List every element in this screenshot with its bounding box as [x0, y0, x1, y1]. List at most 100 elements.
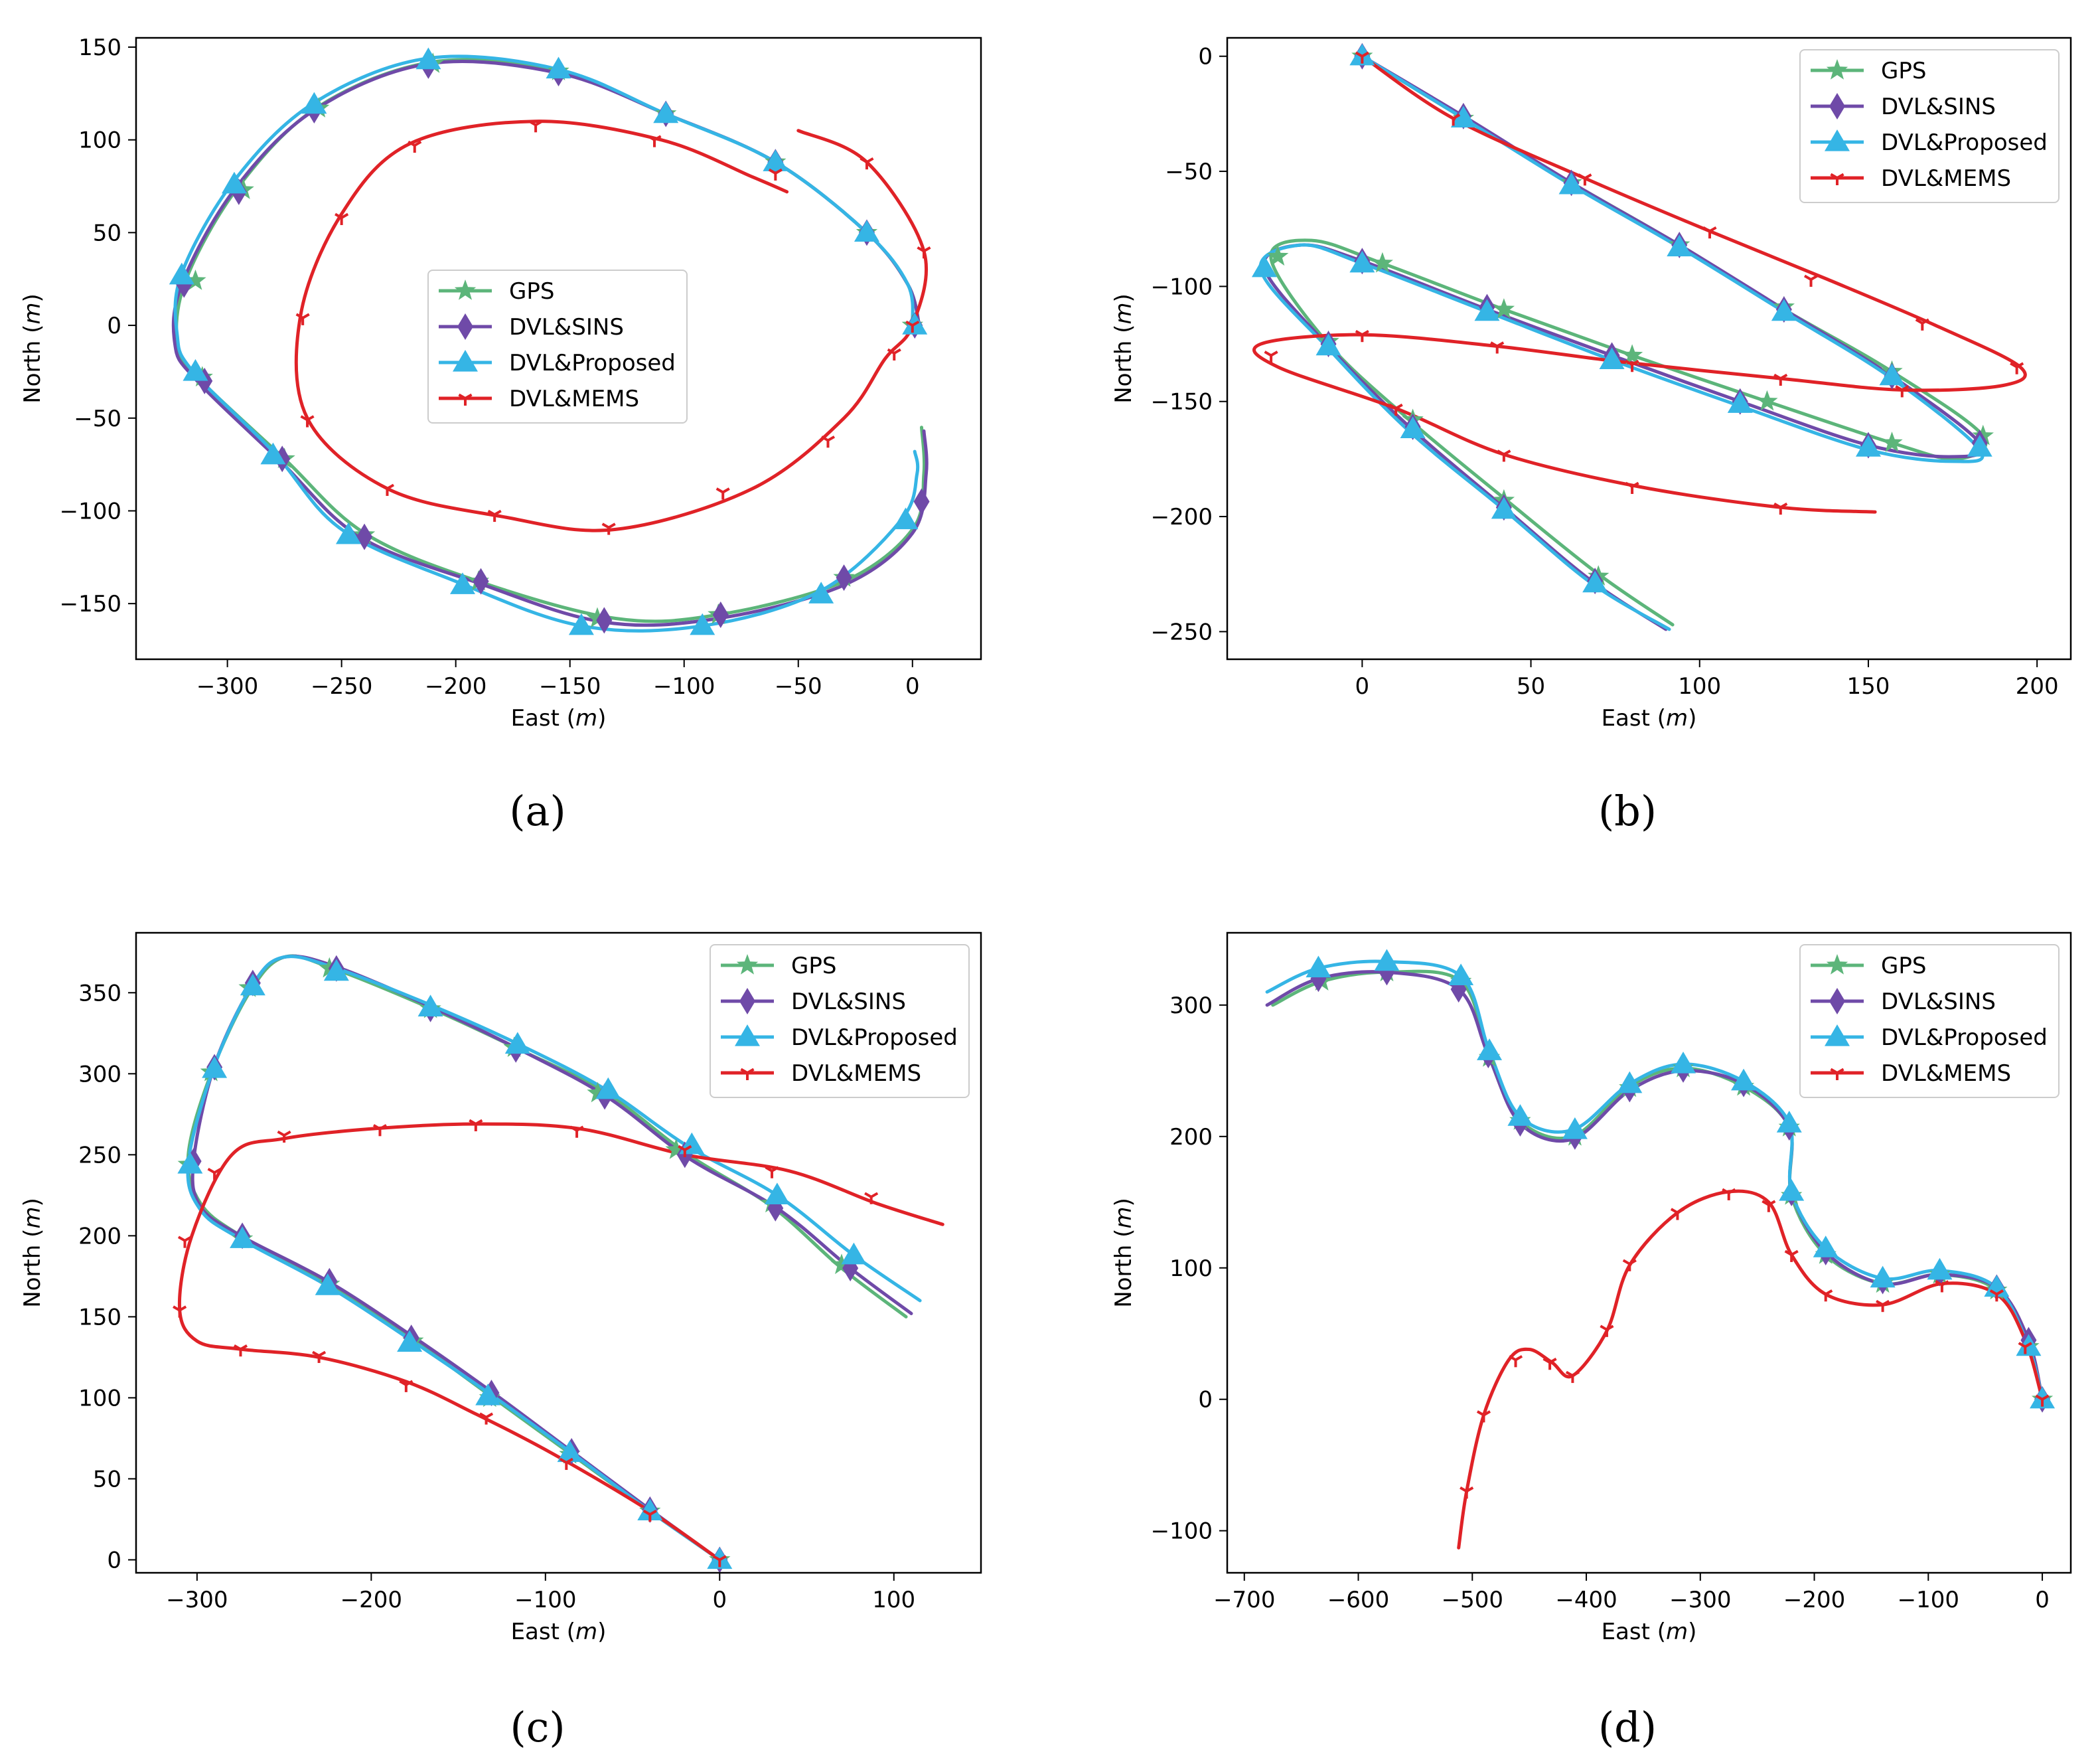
chart-panel-c: −300 −200 −100 0 100 0 50 100 150 200 250 300 350 Eas… [19, 931, 982, 1645]
data-point-marker [1267, 245, 1289, 266]
data-point-marker [169, 262, 194, 285]
legend-item: GPS [439, 278, 554, 305]
plot-area [169, 47, 931, 635]
data-point-marker [1876, 1299, 1890, 1313]
data-point-marker [295, 313, 310, 325]
data-point-marker [1731, 1068, 1757, 1091]
legend-marker [454, 280, 477, 300]
y-tick-label: −100 [1151, 1518, 1213, 1545]
y-axis-label: North (m) [1110, 293, 1137, 404]
data-point-marker [2030, 1386, 2056, 1409]
x-tick-label: 0 [1355, 673, 1370, 700]
x-tick-label: −100 [514, 1587, 576, 1613]
data-point-marker [836, 564, 852, 592]
legend-marker [1825, 129, 1850, 151]
x-tick-label: 200 [2016, 673, 2059, 700]
legend-label: GPS [1881, 58, 1926, 84]
data-point-marker [399, 1380, 413, 1392]
data-point-marker [1855, 435, 1881, 457]
data-point-marker [841, 1242, 867, 1265]
data-point-marker [586, 607, 609, 628]
data-point-marker [397, 1330, 423, 1352]
y-tick-label: −50 [1165, 159, 1213, 185]
data-point-marker [2018, 1342, 2032, 1354]
data-point-marker [1264, 351, 1278, 363]
data-point-marker [1784, 1249, 1799, 1262]
y-axis-label: North (m) [1110, 1198, 1137, 1308]
panel-label-d: (d) [1598, 1703, 1657, 1751]
data-point-marker [1600, 1324, 1614, 1337]
data-point-marker [1622, 1259, 1637, 1271]
y-tick-label: −100 [60, 498, 121, 524]
legend-box [1799, 944, 2060, 1098]
y-tick-label: 0 [1198, 1387, 1213, 1413]
legend-item: GPS [1811, 58, 1926, 84]
data-point-marker [595, 1077, 621, 1099]
data-point-marker [637, 1498, 663, 1520]
legend-item: DVL&SINS [439, 313, 624, 341]
data-point-marker [1582, 570, 1608, 593]
legend-marker [1829, 93, 1845, 120]
data-point-marker [473, 568, 489, 595]
data-point-marker [712, 1555, 727, 1567]
data-point-marker [1756, 390, 1778, 411]
y-tick-label: 0 [1198, 44, 1213, 70]
x-tick-label: 100 [1678, 673, 1721, 700]
legend-box [427, 270, 688, 424]
x-axis-label: East (m) [511, 1619, 607, 1645]
y-tick-label: 0 [107, 1547, 121, 1573]
data-point-marker [1497, 449, 1511, 462]
data-point-marker [1625, 481, 1639, 494]
chart-panel-b: 0 50 100 150 200 −250 −200 −150 −100 −50 0 East (m)… [1110, 37, 2072, 732]
legend-item: DVL&Proposed [721, 1024, 958, 1051]
legend-marker [735, 1024, 760, 1046]
data-point-marker [1349, 250, 1375, 273]
y-tick-label: 300 [78, 1061, 121, 1087]
series-line-dvl-mems [1457, 1189, 2044, 1550]
data-point-marker [864, 1192, 879, 1204]
data-point-marker [301, 92, 327, 114]
legend: GPS DVL&SINS DVL&Proposed DVL&MEMS [427, 270, 688, 424]
legend-item: GPS [721, 953, 836, 979]
data-point-marker [1474, 299, 1500, 321]
y-tick-label: −150 [1151, 389, 1213, 416]
data-point-marker [1565, 1370, 1580, 1384]
data-point-marker [1558, 172, 1584, 195]
data-point-marker [647, 135, 662, 147]
legend-marker [458, 393, 473, 406]
x-tick-label: 0 [905, 673, 920, 700]
data-point-marker [315, 1273, 340, 1295]
y-tick-label: 50 [93, 1466, 121, 1492]
x-tick-label: 100 [872, 1587, 915, 1613]
legend-label: GPS [509, 278, 554, 305]
legend-item: DVL&SINS [1811, 988, 1996, 1015]
plot-area [173, 954, 944, 1573]
data-point-marker [415, 47, 441, 70]
legend-marker [1826, 954, 1848, 975]
data-point-marker [323, 959, 349, 981]
data-point-marker [233, 1344, 248, 1357]
y-tick-label: −50 [74, 406, 121, 432]
data-point-marker [1667, 234, 1692, 257]
data-point-marker [764, 1182, 790, 1205]
data-point-marker [1989, 1289, 2004, 1302]
data-point-marker [177, 1151, 203, 1174]
data-point-marker [221, 171, 247, 194]
data-point-marker [230, 1226, 256, 1248]
legend-item: DVL&MEMS [439, 386, 639, 412]
legend-label: DVL&MEMS [509, 386, 639, 412]
data-point-marker [1803, 274, 1819, 287]
legend-marker [1825, 1024, 1850, 1046]
data-point-marker [763, 149, 788, 171]
data-point-marker [1542, 1358, 1557, 1370]
data-point-marker [1702, 226, 1717, 239]
legend-label: DVL&MEMS [1881, 1060, 2011, 1087]
data-point-marker [2035, 1394, 2050, 1407]
y-tick-label: 200 [78, 1223, 121, 1249]
data-point-marker [335, 212, 349, 226]
data-point-marker [1490, 341, 1505, 354]
legend-label: DVL&SINS [791, 989, 906, 1015]
data-point-marker [1935, 1280, 1949, 1293]
data-point-marker [1251, 255, 1277, 278]
